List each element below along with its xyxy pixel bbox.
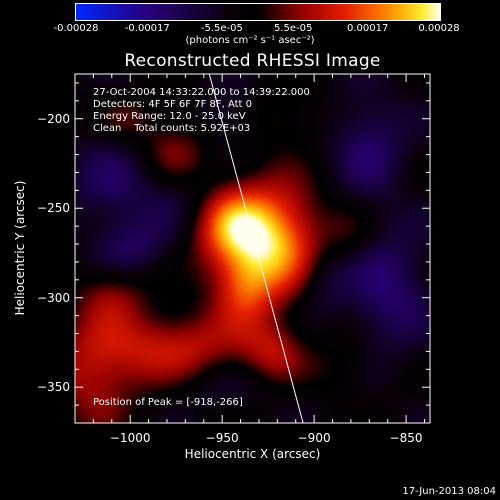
- colorbar-tick-label: 5.5e-05: [273, 23, 313, 34]
- y-tick-label: −200: [37, 111, 70, 126]
- y-tick-label: −300: [37, 290, 70, 305]
- y-tick-label: −250: [37, 201, 70, 216]
- x-tick-label: −1000: [109, 431, 151, 445]
- solar-limb-line: [208, 73, 304, 424]
- colorbar: [75, 3, 441, 21]
- info-energy-range: Energy Range: 12.0 - 25.0 keV: [93, 111, 246, 122]
- colorbar-units: (photons cm⁻² s⁻¹ asec⁻²): [185, 35, 315, 46]
- colorbar-tick-label: 0.00028: [418, 23, 460, 34]
- info-time-range: 27-Oct-2004 14:33:22.000 to 14:39:22.000: [93, 87, 310, 98]
- footer-timestamp: 17-Jun-2013 08:04: [402, 486, 496, 497]
- x-tick-label: −850: [389, 431, 423, 445]
- colorbar-tick-label: -0.00028: [53, 23, 99, 34]
- x-axis-label: Heliocentric X (arcsec): [184, 447, 321, 461]
- info-clean-counts: Clean Total counts: 5.92E+03: [93, 123, 251, 134]
- observation-info: 27-Oct-2004 14:33:22.000 to 14:39:22.000…: [93, 87, 310, 135]
- plot-frame: [74, 73, 431, 424]
- y-tick-label: −350: [37, 380, 70, 395]
- heatmap-image: [75, 74, 430, 423]
- colorbar-tick-label: -0.00017: [124, 23, 170, 34]
- colorbar-tick-label: -5.5e-05: [200, 23, 243, 34]
- y-axis-label: Heliocentric Y (arcsec): [13, 180, 27, 316]
- chart-title: Reconstructed RHESSI Image: [124, 51, 381, 71]
- x-tick-label: −900: [297, 431, 331, 445]
- colorbar-tick-label: 0.00017: [347, 23, 389, 34]
- peak-position-label: Position of Peak = [-918,-266]: [93, 397, 243, 408]
- info-detectors: Detectors: 4F 5F 6F 7F 8F, Att 0: [93, 99, 253, 110]
- x-tick-label: −950: [205, 431, 239, 445]
